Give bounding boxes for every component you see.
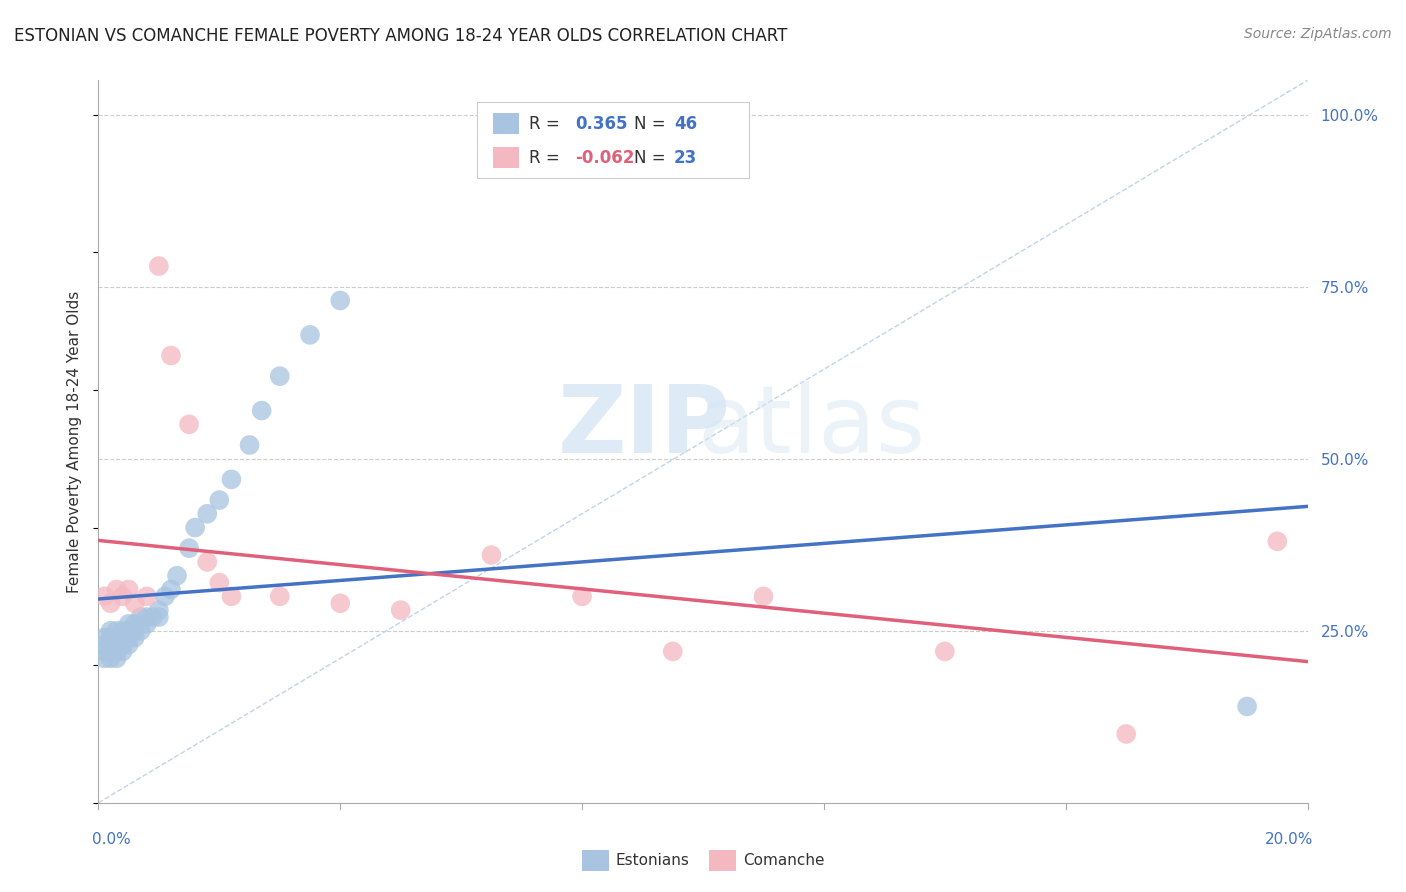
Point xyxy=(135,610,157,624)
Point xyxy=(179,417,201,432)
Text: N =: N = xyxy=(634,115,671,133)
Point xyxy=(118,616,141,631)
Point xyxy=(221,590,243,604)
Point xyxy=(135,590,157,604)
Text: atlas: atlas xyxy=(697,381,925,473)
Point xyxy=(93,644,115,658)
Point xyxy=(329,293,352,308)
Point xyxy=(250,403,273,417)
Point xyxy=(105,582,128,597)
Point xyxy=(148,610,170,624)
Point xyxy=(100,631,122,645)
Text: 46: 46 xyxy=(673,115,697,133)
Point xyxy=(105,638,128,652)
Point xyxy=(118,624,141,638)
Point xyxy=(105,644,128,658)
Point xyxy=(111,638,134,652)
Point xyxy=(111,590,134,604)
Text: Comanche: Comanche xyxy=(742,853,824,868)
FancyBboxPatch shape xyxy=(582,850,609,871)
Point xyxy=(329,596,352,610)
Point xyxy=(93,651,115,665)
Point xyxy=(160,349,183,363)
Point xyxy=(111,644,134,658)
FancyBboxPatch shape xyxy=(709,850,735,871)
Point xyxy=(105,631,128,645)
Point xyxy=(208,493,231,508)
Point xyxy=(93,638,115,652)
Point xyxy=(129,610,152,624)
Point xyxy=(100,638,122,652)
FancyBboxPatch shape xyxy=(477,102,749,178)
Text: Estonians: Estonians xyxy=(616,853,690,868)
Point xyxy=(166,568,188,582)
Text: ZIP: ZIP xyxy=(558,381,731,473)
Point xyxy=(571,590,593,604)
Point xyxy=(1267,534,1289,549)
Point xyxy=(179,541,201,556)
Point xyxy=(934,644,956,658)
Point xyxy=(124,624,146,638)
Point xyxy=(105,651,128,665)
Point xyxy=(118,638,141,652)
Point xyxy=(389,603,412,617)
Point xyxy=(129,624,152,638)
Point xyxy=(195,507,218,521)
Point xyxy=(118,582,141,597)
Point xyxy=(124,631,146,645)
Text: 20.0%: 20.0% xyxy=(1265,831,1313,847)
Point xyxy=(299,327,322,342)
Point xyxy=(100,624,122,638)
Text: N =: N = xyxy=(634,149,671,167)
Point xyxy=(142,610,165,624)
Text: ESTONIAN VS COMANCHE FEMALE POVERTY AMONG 18-24 YEAR OLDS CORRELATION CHART: ESTONIAN VS COMANCHE FEMALE POVERTY AMON… xyxy=(14,27,787,45)
Text: 0.0%: 0.0% xyxy=(93,831,131,847)
Point xyxy=(100,644,122,658)
Point xyxy=(221,472,243,486)
FancyBboxPatch shape xyxy=(492,112,519,135)
Point xyxy=(124,596,146,610)
Point xyxy=(111,624,134,638)
Point xyxy=(481,548,503,562)
Point xyxy=(93,590,115,604)
Point xyxy=(752,590,775,604)
Point xyxy=(111,631,134,645)
Point xyxy=(148,259,170,273)
Point xyxy=(148,603,170,617)
Point xyxy=(118,631,141,645)
Point xyxy=(195,555,218,569)
Point xyxy=(184,520,207,534)
Point xyxy=(100,651,122,665)
FancyBboxPatch shape xyxy=(492,147,519,169)
Point xyxy=(153,590,176,604)
Point xyxy=(1236,699,1258,714)
Y-axis label: Female Poverty Among 18-24 Year Olds: Female Poverty Among 18-24 Year Olds xyxy=(67,291,83,592)
Point xyxy=(208,575,231,590)
Text: 23: 23 xyxy=(673,149,697,167)
Point xyxy=(160,582,183,597)
Point xyxy=(239,438,262,452)
Text: R =: R = xyxy=(529,149,565,167)
Point xyxy=(93,631,115,645)
Text: R =: R = xyxy=(529,115,565,133)
Point xyxy=(135,616,157,631)
Text: Source: ZipAtlas.com: Source: ZipAtlas.com xyxy=(1244,27,1392,41)
Point xyxy=(100,596,122,610)
Text: -0.062: -0.062 xyxy=(575,149,634,167)
Text: 0.365: 0.365 xyxy=(575,115,627,133)
Point xyxy=(269,369,291,384)
Point xyxy=(124,616,146,631)
Point xyxy=(1115,727,1137,741)
Point xyxy=(269,590,291,604)
Point xyxy=(105,624,128,638)
Point xyxy=(661,644,683,658)
